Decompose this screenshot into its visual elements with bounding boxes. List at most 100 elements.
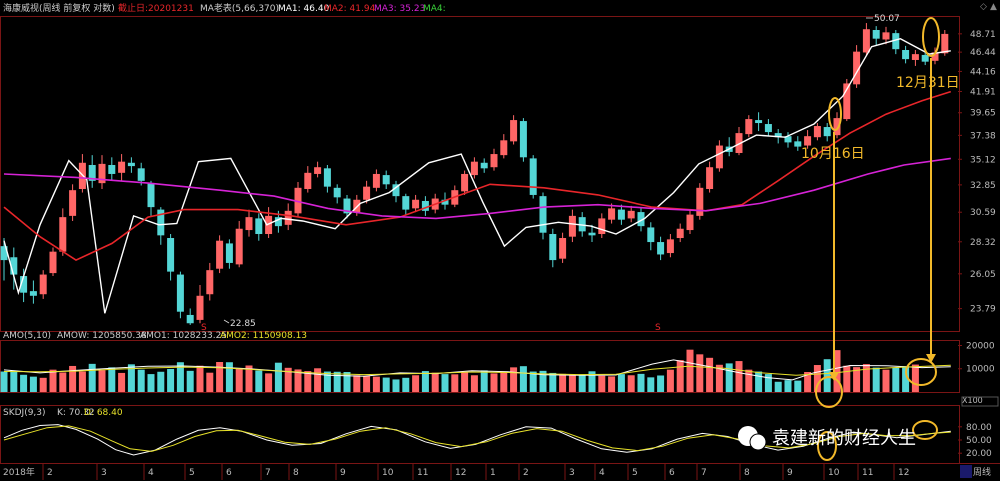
volume-bar — [617, 374, 625, 392]
candle-body — [529, 158, 537, 195]
volume-bar — [657, 375, 665, 392]
candle-body — [941, 33, 949, 54]
volume-bar — [902, 366, 910, 392]
candle-body — [470, 161, 478, 176]
month-label: 11 — [417, 468, 428, 478]
volume-bar — [29, 376, 37, 392]
month-label: 4 — [148, 468, 154, 478]
volume-bar — [225, 362, 233, 392]
month-label: 11 — [862, 468, 873, 478]
volume-bar — [696, 354, 704, 392]
candle-body — [588, 232, 596, 236]
candle-body — [167, 238, 175, 272]
volume-bar — [314, 368, 322, 392]
volume-bar — [872, 367, 880, 392]
volume-bar — [69, 365, 77, 392]
candle-body — [20, 276, 28, 293]
sell-signal-2: S — [655, 323, 661, 333]
volume-bar — [363, 375, 371, 392]
volume-bar — [549, 372, 557, 392]
volume-bar — [804, 372, 812, 392]
volume-bar — [461, 372, 469, 392]
price-tick-label: 23.79 — [970, 305, 996, 315]
candle-body — [186, 314, 194, 324]
price-tick-label: 30.59 — [970, 208, 996, 218]
volume-tick-label: 10000 — [966, 365, 995, 375]
price-tick-label: 41.91 — [970, 87, 996, 97]
amo1-line — [3, 359, 951, 381]
price-tick-label: 37.38 — [970, 131, 996, 141]
candle-body — [676, 228, 684, 239]
volume-bar — [343, 372, 351, 392]
volume-bar — [412, 375, 420, 392]
volume-bar — [735, 361, 743, 392]
candle-body — [333, 187, 341, 198]
candle-body — [49, 251, 57, 274]
volume-bar — [78, 371, 86, 392]
candle-body — [137, 168, 145, 181]
volume-bar — [176, 362, 184, 392]
month-label: 8 — [293, 468, 299, 478]
volume-bar — [755, 371, 763, 392]
deadline-label: 截止日:20201231 — [118, 2, 194, 14]
volume-bar — [353, 375, 361, 392]
candle-body — [745, 119, 753, 135]
price-tick-label: 48.71 — [970, 30, 996, 40]
arrow-up-icon[interactable]: ▲ — [990, 2, 997, 12]
ma-line-ma1 — [3, 37, 951, 314]
volume-bar — [637, 373, 645, 392]
month-label: 3 — [569, 468, 575, 478]
volume-bar — [813, 365, 821, 392]
candle-body — [206, 270, 214, 295]
candle-body — [559, 238, 567, 259]
candle-body — [402, 196, 410, 210]
price-tick-label: 44.16 — [970, 67, 996, 77]
k-value: K: 70.32 — [57, 408, 95, 418]
volume-bar — [480, 370, 488, 392]
volume-bar — [598, 375, 606, 392]
volume-bar — [676, 360, 684, 392]
kdj-tick-label: 20.00 — [966, 449, 992, 459]
ma2-value: MA2: 41.94 — [324, 4, 376, 14]
candle-body — [784, 136, 792, 143]
volume-bar — [127, 364, 135, 392]
volume-bar — [323, 371, 331, 392]
month-label: 4 — [599, 468, 605, 478]
low-price-leader — [223, 319, 230, 324]
period-toggle[interactable] — [960, 465, 972, 478]
candle-body — [372, 173, 380, 188]
candle-body — [284, 210, 292, 225]
volume-bar — [490, 373, 498, 392]
diamond-icon[interactable]: ◇ — [980, 2, 987, 12]
candle-body — [196, 295, 204, 320]
volume-bar — [451, 374, 459, 392]
candle-body — [441, 199, 449, 205]
oct-ellipse-price — [828, 97, 842, 131]
volume-bar — [382, 377, 390, 392]
candle-body — [421, 200, 429, 211]
kdj-tick-label: 50.00 — [966, 436, 992, 446]
candle-body — [519, 121, 527, 158]
volume-axis: 20000 10000 — [958, 341, 995, 375]
volume-bar — [167, 368, 175, 392]
month-label: 9 — [340, 468, 346, 478]
volume-bar — [843, 365, 851, 392]
volume-bar — [59, 372, 67, 392]
volume-bar — [500, 372, 508, 392]
candle-body — [500, 140, 508, 156]
candle-body — [666, 239, 674, 254]
candle-body — [108, 164, 116, 174]
oct-ellipse-volume — [815, 376, 843, 408]
volume-bar — [108, 367, 116, 392]
volume-bar — [578, 374, 586, 392]
dec-ellipse-price — [922, 17, 940, 57]
oct-ellipse-kdj — [817, 431, 837, 461]
month-label: 7 — [701, 468, 707, 478]
candle-body — [696, 187, 704, 216]
volume-bar — [627, 375, 635, 392]
volume-bar — [186, 370, 194, 392]
watermark-text: 袁建新的财经人生 — [772, 428, 916, 449]
candle-body — [118, 161, 126, 173]
candle-body — [176, 274, 184, 312]
